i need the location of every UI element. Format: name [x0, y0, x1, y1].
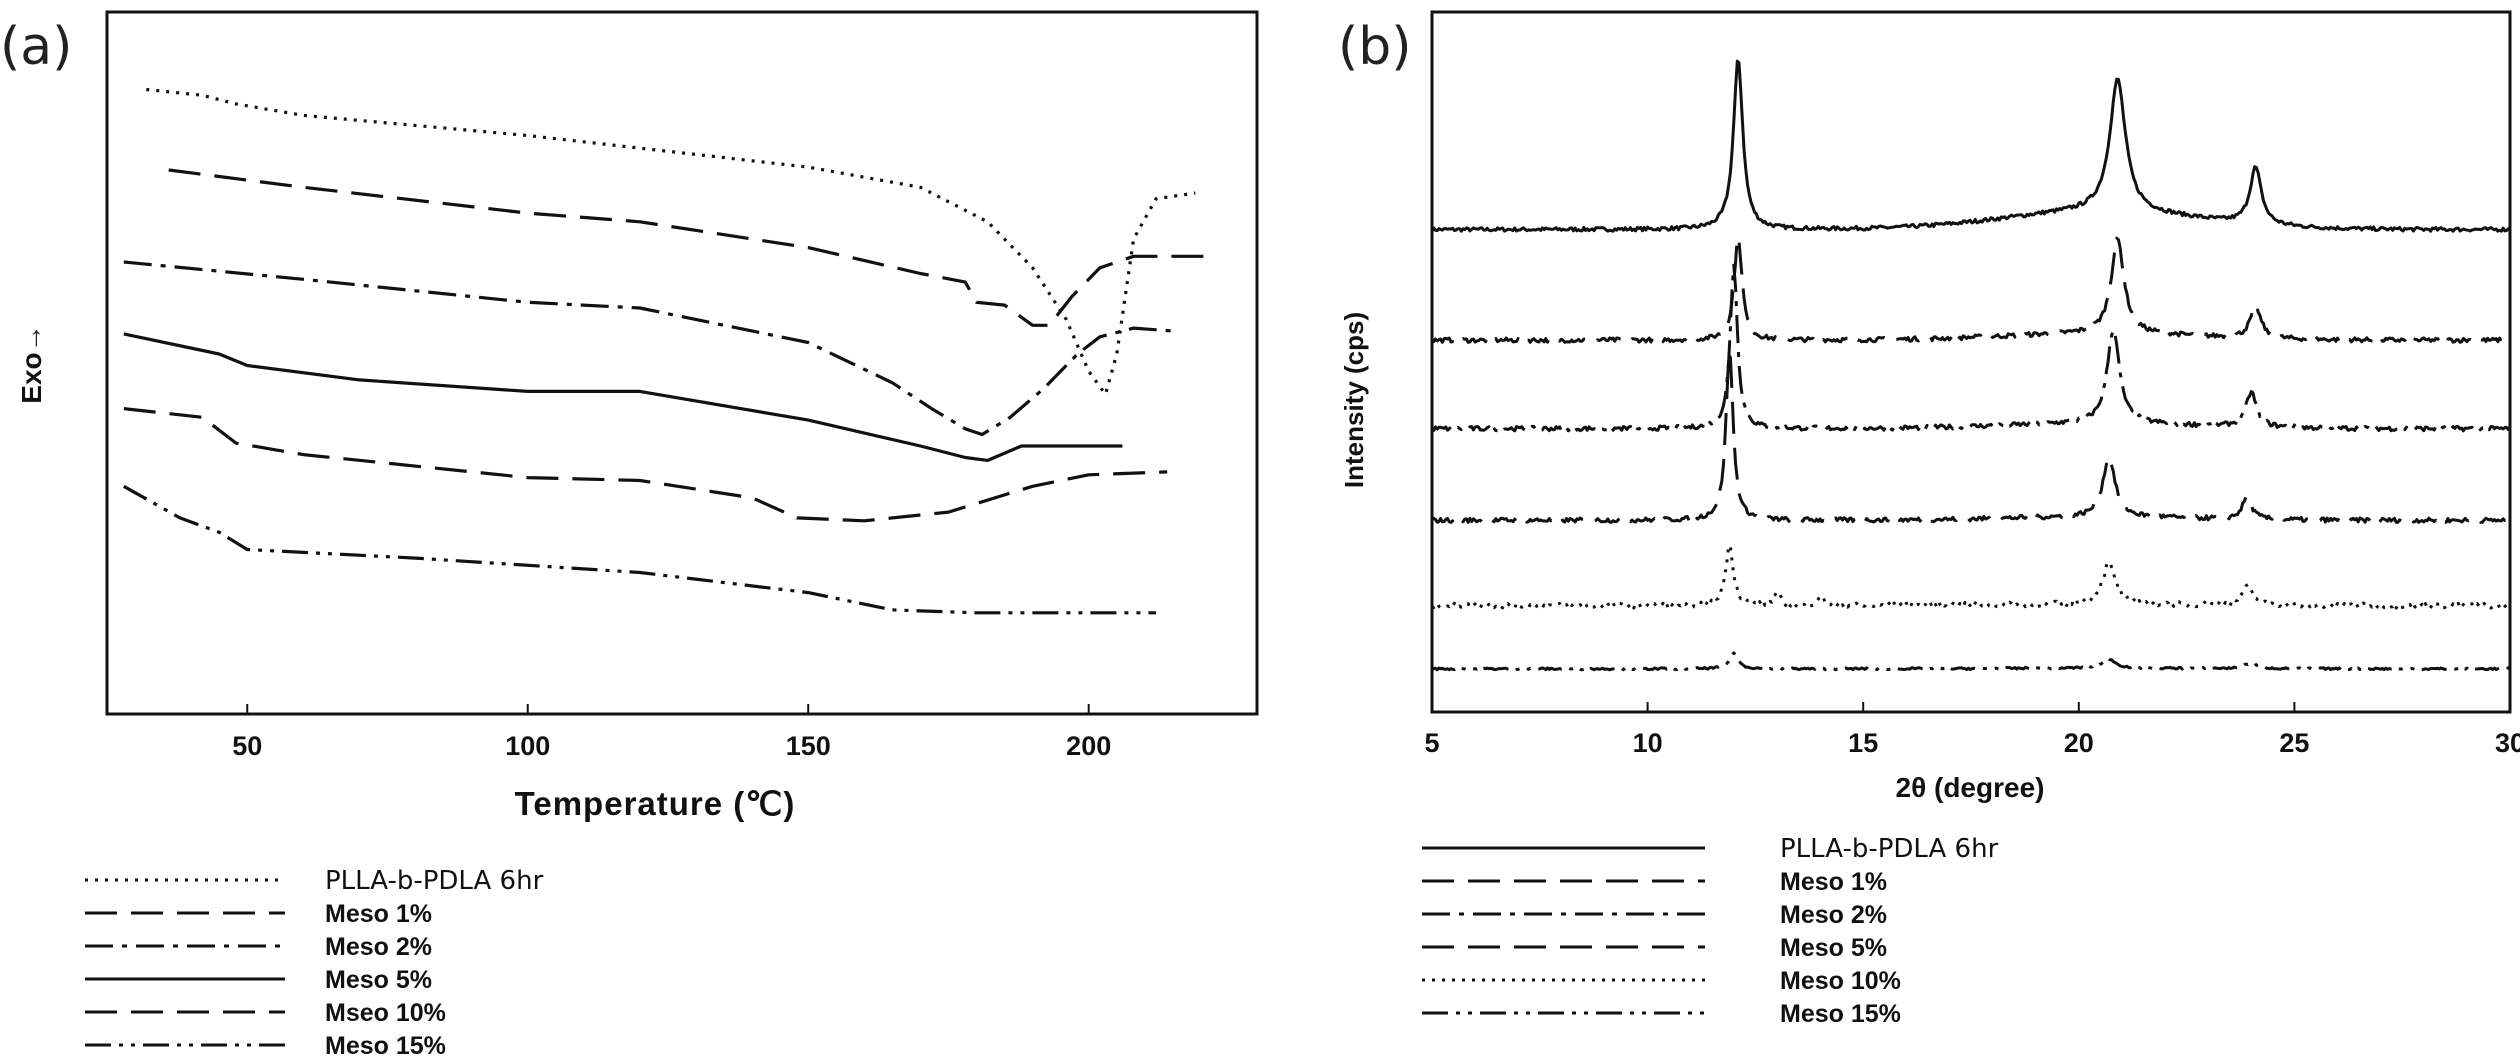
panel-b-legend-label: Meso 1% — [1780, 868, 1887, 896]
panel-b-series-line — [1431, 651, 2511, 672]
panel-a-series — [123, 87, 1213, 615]
panel-a-y-axis-title: Exo→ — [16, 324, 47, 403]
panel-a-legend: PLLA-b-PDLA 6hr Meso 1% Meso 2% Meso 5% Mseo… — [85, 866, 544, 1059]
panel-b-x-ticks: 5 10 15 20 25 30 — [1424, 702, 2520, 758]
panel-b-legend-label: Meso 5% — [1780, 934, 1887, 962]
panel-a-label: (a) — [0, 17, 72, 77]
panel-a-series-line — [123, 332, 1123, 462]
panel-b-series — [1430, 59, 2512, 672]
panel-a-x-ticks: 50 100 150 200 — [232, 704, 1111, 761]
panel-b-x-tick-label: 25 — [2279, 728, 2309, 758]
panel-a-x-tick-label: 200 — [1066, 731, 1111, 761]
panel-a-x-tick-label: 50 — [232, 731, 262, 761]
panel-a-x-tick-label: 100 — [505, 731, 550, 761]
panel-a-x-tick-label: 150 — [786, 731, 831, 761]
panel-b-y-axis-title: Intensity (cps) — [1339, 312, 1369, 488]
panel-a-legend-label: Mseo 10% — [325, 999, 446, 1027]
panel-b-x-tick-label: 10 — [1633, 728, 1663, 758]
panel-b-legend: PLLA-b-PDLA 6hr Meso 1% Meso 2% Meso 5% Meso… — [1422, 834, 1999, 1028]
panel-b-legend-label: Meso 15% — [1780, 1000, 1901, 1028]
panel-a-legend-label: PLLA-b-PDLA 6hr — [325, 866, 544, 896]
panel-b-series-line — [1431, 353, 2511, 524]
panel-b-legend-label: Meso 2% — [1780, 901, 1887, 929]
panel-b-legend-label: Meso 10% — [1780, 967, 1901, 995]
panel-a-series-line — [123, 260, 1174, 437]
panel-b-label: (b) — [1338, 17, 1412, 77]
panel-a-legend-label: Meso 5% — [325, 966, 432, 994]
panel-a-legend-label: Meso 2% — [325, 933, 432, 961]
panel-a-series-line — [123, 484, 1156, 615]
panel-b-series-line — [1430, 59, 2512, 233]
panel-b-legend-label: PLLA-b-PDLA 6hr — [1780, 834, 1999, 864]
panel-a-x-axis-title: Temperature (℃) — [515, 785, 796, 822]
panel-a-series-line — [146, 87, 1196, 396]
panel-b-x-tick-label: 5 — [1424, 728, 1439, 758]
panel-a-legend-label: Meso 1% — [325, 900, 432, 928]
panel-a-plot-frame — [105, 10, 1259, 716]
panel-b-x-axis-title: 2θ (degree) — [1896, 772, 2045, 803]
panel-a-series-line — [123, 407, 1168, 523]
panel-b-series-line — [1431, 543, 2511, 610]
panel-a-legend-label: Meso 15% — [325, 1032, 446, 1059]
panel-b-x-tick-label: 20 — [2064, 728, 2094, 758]
panel-a-series-line — [168, 168, 1213, 327]
panel-a: (a) 50 100 150 200 Exo→ Temperature (℃) PLL… — [0, 10, 1259, 1059]
panel-b: (b) 5 10 15 20 25 30 Intensity (cps) 2θ (degr… — [1338, 10, 2520, 1028]
panel-b-series-line — [1431, 235, 2511, 344]
panel-b-x-tick-label: 15 — [1848, 728, 1878, 758]
panel-b-series-line — [1430, 263, 2512, 433]
panel-b-x-tick-label: 30 — [2495, 728, 2520, 758]
panel-b-plot-frame — [1430, 10, 2512, 714]
